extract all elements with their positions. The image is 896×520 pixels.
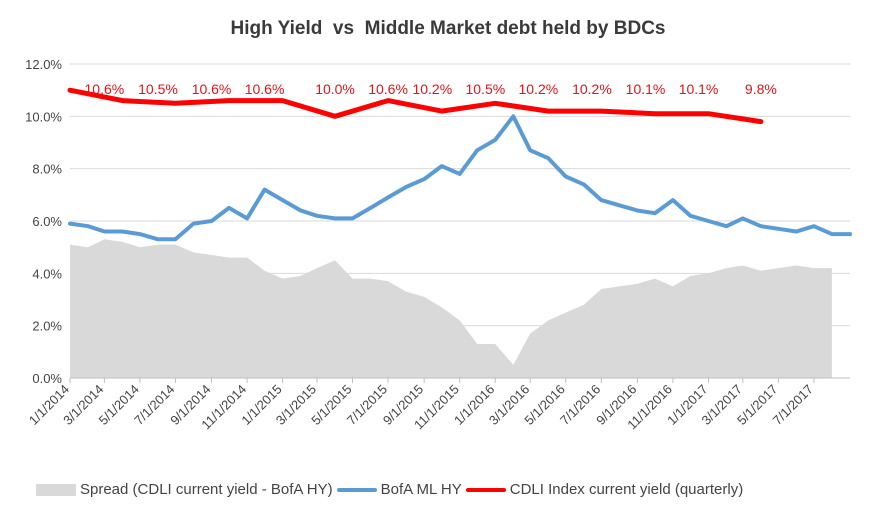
cdli-data-label: 10.5% [138,81,178,97]
y-tick-label: 10.0% [25,109,62,124]
cdli-data-label: 9.8% [745,81,777,97]
cdli-data-label: 10.6% [192,81,232,97]
bofa-hy-line [68,114,852,242]
legend-swatch-bofa-hy [336,487,377,492]
chart-plot: 0.0% 2.0% 4.0% 6.0% 8.0% 10.0% 12.0% 10.6% 10.5%… [25,57,852,432]
y-tick-label: 2.0% [32,319,62,334]
legend-item-cdli: CDLI Index current yield (quarterly) [465,481,744,498]
cdli-data-label: 10.6% [85,81,125,97]
y-tick-label: 4.0% [32,266,62,281]
legend-swatch-cdli [465,487,506,492]
legend-label-cdli: CDLI Index current yield (quarterly) [509,481,744,498]
cdli-data-label: 10.1% [679,81,719,97]
legend-label-spread: Spread (CDLI current yield - BofA HY) [80,481,333,498]
cdli-data-label: 10.2% [412,81,452,97]
legend: Spread (CDLI current yield - BofA HY) Bo… [36,481,747,498]
cdli-data-label: 10.1% [626,81,666,97]
legend-swatch-spread [36,483,76,496]
y-tick-label: 6.0% [32,214,62,229]
chart-title: High Yield vs Middle Market debt held by… [230,18,666,39]
spread-area [70,239,832,378]
cdli-data-label: 10.6% [245,81,285,97]
y-tick-label: 0.0% [32,371,62,386]
legend-label-bofa-hy: BofA ML HY [380,481,462,498]
legend-item-bofa-hy: BofA ML HY [336,481,462,498]
cdli-data-label: 10.2% [572,81,612,97]
cdli-data-label: 10.6% [368,81,408,97]
cdli-data-label: 10.2% [518,81,558,97]
legend-item-spread: Spread (CDLI current yield - BofA HY) [36,481,333,498]
y-tick-label: 8.0% [32,162,62,177]
y-tick-label: 12.0% [25,57,62,72]
cdli-data-label: 10.5% [465,81,505,97]
cdli-line [67,87,764,125]
cdli-data-label: 10.0% [315,81,355,97]
